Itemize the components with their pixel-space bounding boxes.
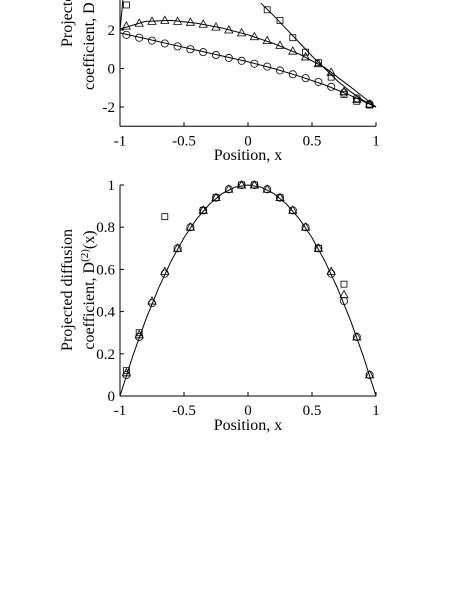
y-tick-label: 1 bbox=[108, 178, 116, 194]
y-axis-label: Projected diffusion bbox=[59, 229, 76, 351]
x-axis-label: Position, x bbox=[214, 147, 282, 164]
plot-area bbox=[119, 0, 377, 109]
square-marker bbox=[276, 194, 284, 202]
triangle-marker bbox=[339, 289, 349, 299]
y-tick-label: 0 bbox=[108, 389, 116, 405]
square-marker bbox=[340, 280, 348, 288]
triangle-marker bbox=[300, 222, 311, 231]
x-tick-label: 1 bbox=[372, 403, 380, 419]
triangle-marker bbox=[262, 184, 272, 193]
x-tick-label: -0.5 bbox=[172, 403, 196, 419]
y-axis-label: coefficient, D bbox=[81, 2, 98, 90]
x-tick-label: -1 bbox=[114, 403, 127, 419]
y-tick-label: 0 bbox=[108, 62, 116, 78]
y-axis-label: coefficient, D(2)(x) bbox=[79, 230, 98, 349]
triangle-marker bbox=[160, 15, 170, 24]
triangle-marker bbox=[352, 331, 362, 341]
square-marker bbox=[135, 329, 143, 337]
y-axis-label-part: (x) bbox=[81, 230, 98, 249]
x-tick-label: 0.5 bbox=[303, 403, 322, 419]
x-axis-label: Position, x bbox=[214, 417, 282, 434]
square-marker bbox=[263, 6, 271, 14]
circle-marker bbox=[288, 70, 297, 79]
square-marker bbox=[238, 181, 246, 189]
x-tick-label: 0.5 bbox=[303, 133, 322, 149]
square-marker bbox=[123, 367, 130, 375]
square-marker bbox=[314, 244, 322, 252]
y-tick-label: 0.8 bbox=[96, 220, 115, 236]
y-tick-label: 0.2 bbox=[96, 347, 115, 363]
y-tick-label: 0.4 bbox=[96, 305, 115, 321]
fit-line bbox=[119, 19, 377, 108]
triangle-marker bbox=[121, 21, 132, 30]
x-tick-label: -1 bbox=[114, 133, 127, 149]
circle-marker bbox=[339, 88, 348, 97]
y-axis-label-sup: (2) bbox=[79, 249, 91, 262]
square-marker bbox=[289, 34, 297, 42]
x-tick-label: 1 bbox=[372, 133, 380, 149]
y-tick-label: -2 bbox=[103, 100, 116, 116]
square-marker bbox=[212, 194, 220, 202]
square-marker bbox=[250, 181, 258, 189]
triangle-marker bbox=[185, 222, 196, 231]
circle-marker bbox=[301, 74, 310, 83]
square-marker bbox=[199, 206, 207, 214]
fit-line bbox=[119, 184, 377, 397]
plot-area bbox=[119, 180, 377, 397]
triangle-marker bbox=[364, 369, 375, 379]
triangle-marker bbox=[185, 17, 196, 26]
y-axis-label-part: coefficient, D bbox=[81, 262, 98, 350]
y-tick-label: 2 bbox=[108, 23, 116, 39]
triangle-marker bbox=[224, 184, 234, 193]
x-tick-label: -0.5 bbox=[172, 133, 196, 149]
circle-marker bbox=[275, 66, 284, 75]
square-marker bbox=[276, 16, 284, 24]
fit-line bbox=[119, 32, 377, 108]
circle-marker bbox=[327, 82, 336, 91]
triangle-marker bbox=[172, 243, 183, 252]
circle-marker bbox=[263, 62, 272, 71]
x-tick-label: 0 bbox=[244, 133, 252, 149]
x-tick-label: 0 bbox=[244, 403, 252, 419]
y-axis-label: Projected bbox=[59, 0, 76, 47]
square-marker bbox=[161, 213, 169, 221]
square-marker bbox=[123, 1, 130, 9]
triangle-marker bbox=[262, 35, 272, 44]
triangle-marker bbox=[339, 86, 349, 95]
fit-line bbox=[119, 0, 377, 108]
circle-marker bbox=[250, 59, 259, 68]
y-tick-label: 0.6 bbox=[96, 262, 115, 278]
